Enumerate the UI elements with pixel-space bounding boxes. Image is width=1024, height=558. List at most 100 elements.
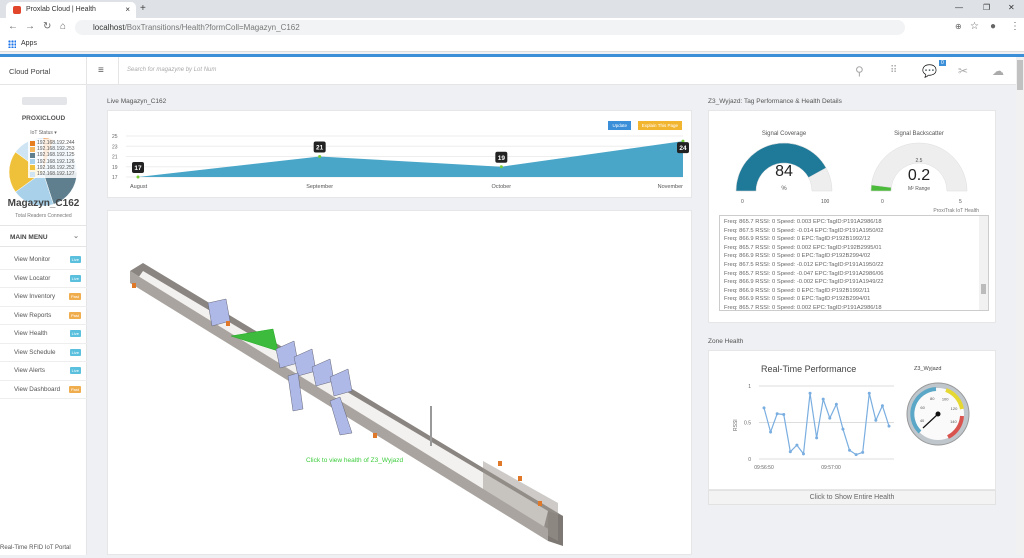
data-point bbox=[808, 391, 812, 395]
x-tick-label: 09:56:50 bbox=[754, 465, 774, 471]
url-input[interactable]: localhost/BoxTransitions/Health?formColl… bbox=[75, 20, 905, 35]
legend-item[interactable]: 192.168.192.253 bbox=[30, 146, 75, 152]
sidebar: PROXICLOUD IoT Status ▾ 192.168.192.244 1… bbox=[0, 85, 87, 555]
data-point bbox=[854, 453, 858, 457]
perf-title: Real-Time Performance bbox=[761, 364, 857, 374]
menu-icon[interactable]: ⋮ bbox=[1010, 21, 1020, 32]
close-tab-icon[interactable]: × bbox=[125, 5, 130, 14]
zoom-icon[interactable]: ⊕ bbox=[955, 22, 962, 31]
chevron-down-icon: ⌄ bbox=[73, 233, 79, 240]
coverage-max: 100 bbox=[821, 199, 830, 205]
sidebar-item-label: View Reports bbox=[14, 311, 52, 319]
sidebar-badge: Live bbox=[69, 274, 81, 282]
browser-tab[interactable]: Proxlab Cloud | Health × bbox=[6, 2, 136, 18]
reload-icon[interactable]: ↻ bbox=[43, 21, 52, 32]
sidebar-badge: Live bbox=[69, 348, 81, 356]
legend-item[interactable]: 192.168.192.126 bbox=[30, 159, 75, 165]
update-button[interactable]: Update bbox=[608, 121, 631, 130]
sidebar-item-view-locator[interactable]: View Locator Live bbox=[0, 270, 87, 288]
data-label: 17 bbox=[134, 165, 142, 172]
floor-caption-link[interactable]: Click to view health of Z3_Wyjazd bbox=[306, 457, 404, 464]
page-scrollbar[interactable] bbox=[1016, 57, 1024, 555]
app-header: Cloud Portal ≡ Search for magazyne by Lo… bbox=[0, 57, 1016, 85]
data-label-bg bbox=[132, 162, 144, 173]
data-point bbox=[841, 427, 845, 431]
sidebar-item-view-alerts[interactable]: View Alerts Live bbox=[0, 362, 87, 381]
maximize-icon[interactable]: ❐ bbox=[983, 3, 991, 12]
legend-swatch bbox=[30, 165, 35, 171]
sidebar-item-label: View Locator bbox=[14, 274, 51, 282]
legend-item[interactable]: 192.168.192.252 bbox=[30, 165, 75, 171]
sidebar-item-label: View Inventory bbox=[14, 293, 56, 300]
data-label-bg bbox=[495, 151, 508, 163]
dial-needle bbox=[922, 413, 939, 429]
x-tick-label: 09:57:00 bbox=[821, 465, 841, 471]
sidebar-item-label: View Alerts bbox=[14, 367, 46, 374]
coverage-value: 84 bbox=[775, 163, 793, 180]
data-point bbox=[681, 139, 685, 143]
data-label-bg bbox=[677, 142, 689, 154]
data-point bbox=[762, 406, 766, 410]
tag-log-textarea[interactable]: Freq: 865.7 RSSI: 0 Speed: 0.003 EPC:Tag… bbox=[719, 215, 989, 311]
log-scrollbar[interactable] bbox=[979, 216, 988, 310]
legend-swatch bbox=[30, 159, 35, 165]
legend-label: 192.168.192.127 bbox=[37, 171, 75, 178]
legend-item[interactable]: 192.168.192.125 bbox=[30, 152, 75, 158]
tools-icon[interactable]: ✂ bbox=[958, 64, 969, 78]
cloud-icon[interactable]: ☁ bbox=[992, 64, 1004, 78]
live-title: Live Magazyn_C162 bbox=[107, 98, 167, 105]
log-line: Freq: 865.7 RSSI: 0 Speed: -0.047 EPC:Ta… bbox=[724, 270, 884, 277]
coverage-gauge bbox=[735, 142, 833, 192]
search-input[interactable]: Search for magazyne by Lot Num bbox=[118, 57, 418, 85]
minimize-icon[interactable]: — bbox=[955, 3, 963, 12]
show-entire-health-button[interactable]: Click to Show Entire Health bbox=[708, 490, 996, 505]
new-tab-button[interactable]: + bbox=[140, 3, 146, 14]
data-label: 19 bbox=[498, 155, 506, 162]
backscatter-label: Signal Backscatter bbox=[894, 131, 944, 137]
bookmark-apps[interactable]: Apps bbox=[21, 40, 37, 47]
home-icon[interactable]: ⌂ bbox=[60, 21, 67, 32]
brand-title[interactable]: Cloud Portal bbox=[0, 57, 87, 85]
forward-icon[interactable]: → bbox=[25, 21, 35, 32]
legend-item[interactable]: 192.168.192.244 bbox=[30, 140, 75, 146]
sidebar-item-view-inventory[interactable]: View Inventory Past bbox=[0, 288, 87, 307]
hamburger-icon[interactable]: ≡ bbox=[98, 65, 104, 76]
sidebar-item-view-schedule[interactable]: View Schedule Live bbox=[0, 344, 87, 362]
perf-series bbox=[763, 393, 890, 456]
legend-item[interactable]: 192.168.192.127 bbox=[30, 171, 75, 177]
data-point bbox=[499, 165, 503, 169]
grid-icon[interactable]: ⠿ bbox=[890, 65, 898, 76]
gauge-fill bbox=[870, 184, 892, 192]
data-point bbox=[782, 412, 786, 416]
explain-button[interactable]: Explain This Page bbox=[637, 121, 682, 130]
sidebar-item-view-monitor[interactable]: View Monitor Live bbox=[0, 251, 87, 270]
search-icon[interactable]: ⚲ bbox=[855, 64, 864, 78]
close-window-icon[interactable]: ✕ bbox=[1008, 3, 1015, 12]
iot-status-dropdown[interactable]: IoT Status ▾ bbox=[30, 130, 57, 136]
back-icon[interactable]: ← bbox=[8, 21, 18, 32]
coverage-min: 0 bbox=[741, 199, 744, 205]
data-point bbox=[815, 436, 819, 440]
sidebar-item-view-health[interactable]: View Health Live bbox=[0, 325, 87, 344]
zone-card: Real-Time Performance 0 0.5 1 RSSI 09:56:50 0… bbox=[708, 350, 996, 490]
profile-icon[interactable]: ● bbox=[990, 21, 997, 32]
floor-plan-3d[interactable] bbox=[108, 211, 693, 556]
coverage-label: Signal Coverage bbox=[761, 131, 807, 137]
warehouse-name: Magazyn_C162 bbox=[7, 198, 80, 209]
sidebar-badge: Past bbox=[68, 385, 81, 393]
footer-text: Real-Time RFID IoT Portal bbox=[0, 545, 71, 551]
data-point bbox=[821, 397, 825, 401]
backscatter-gauge bbox=[870, 142, 968, 192]
legend-swatch bbox=[30, 171, 35, 177]
star-icon[interactable]: ☆ bbox=[970, 21, 979, 32]
sidebar-item-view-dashboard[interactable]: View Dashboard Past bbox=[0, 381, 87, 399]
x-tick-label: October bbox=[492, 184, 512, 190]
main-menu-header[interactable]: MAIN MENU ⌄ bbox=[0, 225, 87, 247]
data-point bbox=[136, 175, 140, 179]
sidebar-item-view-reports[interactable]: View Reports Past bbox=[0, 307, 87, 325]
url-path: /BoxTransitions/Health?formColl=Magazyn_… bbox=[124, 23, 300, 32]
log-line: Freq: 866.9 RSSI: 0 Speed: 0 EPC:TagID:P… bbox=[724, 296, 871, 303]
chat-icon[interactable]: 💬 bbox=[922, 64, 937, 78]
bookmarks-bar: Apps bbox=[0, 37, 1024, 52]
